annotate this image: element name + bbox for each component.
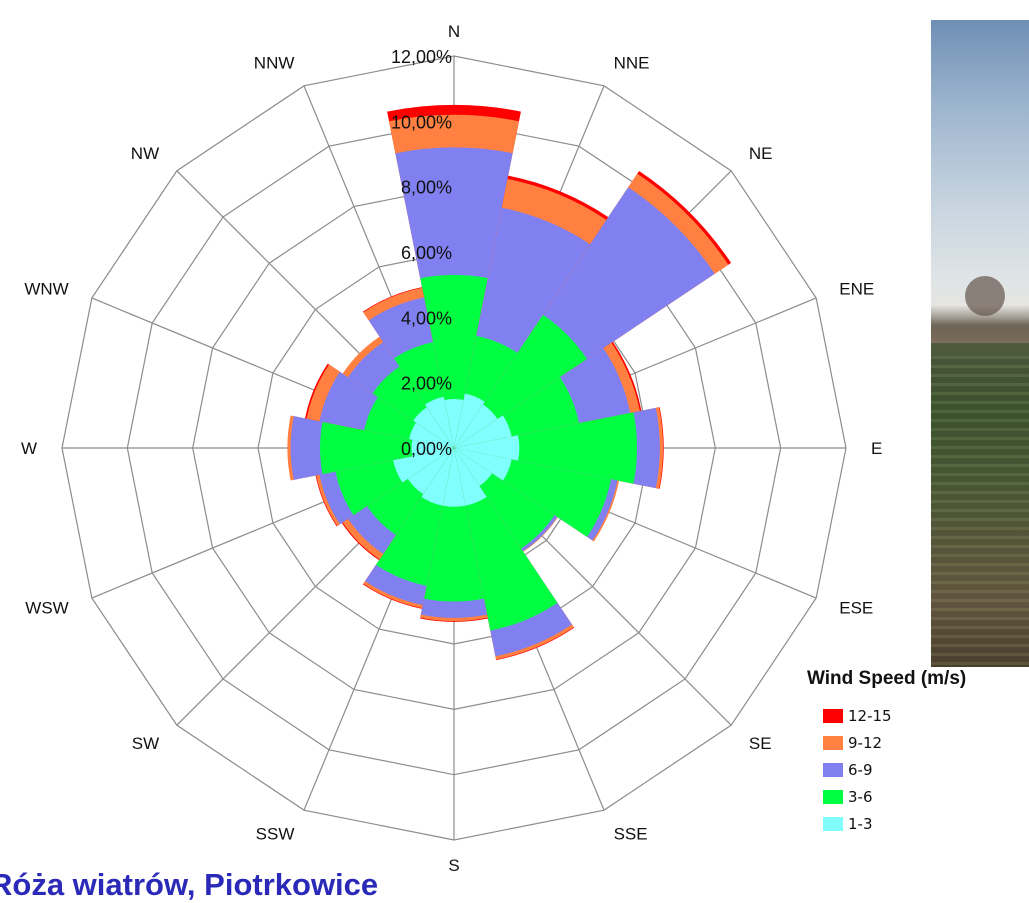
direction-label-w: W bbox=[21, 439, 37, 458]
petal-sse-1-3 bbox=[454, 448, 487, 506]
direction-label-wsw: WSW bbox=[25, 599, 68, 618]
legend-swatch bbox=[823, 816, 843, 831]
petal-wnw-1-3 bbox=[409, 422, 454, 448]
radial-tick-label: 0,00% bbox=[401, 439, 452, 459]
direction-label-ese: ESE bbox=[839, 599, 873, 618]
radial-tick-label: 10,00% bbox=[391, 112, 452, 132]
legend-swatch bbox=[823, 789, 843, 804]
petal-ssw-1-3 bbox=[421, 448, 454, 506]
legend-label: 6-9 bbox=[848, 760, 873, 779]
footer-title: Róża wiatrów, Piotrkowice bbox=[0, 867, 379, 902]
legend-item-1-3: 1-3 bbox=[823, 810, 1029, 837]
radial-tick-label: 12,00% bbox=[391, 47, 452, 67]
direction-label-sw: SW bbox=[132, 734, 159, 753]
petal-ne-1-3 bbox=[454, 404, 498, 448]
legend-item-6-9: 6-9 bbox=[823, 756, 1029, 783]
petal-w-1-3 bbox=[411, 439, 454, 457]
petal-sw-1-3 bbox=[407, 448, 454, 495]
legend-label: 12-15 bbox=[848, 706, 892, 725]
legend-swatch bbox=[823, 762, 843, 777]
legend-label: 9-12 bbox=[848, 733, 883, 752]
petal-s-1-3 bbox=[442, 448, 466, 507]
direction-label-e: E bbox=[871, 439, 882, 458]
radial-tick-labels: 0,00% 2,00% 4,00% 6,00% 8,00% 10,00% 12,00% bbox=[391, 47, 452, 459]
direction-label-s: S bbox=[448, 856, 459, 875]
radial-tick-label: 4,00% bbox=[401, 308, 452, 328]
legend-item-3-6: 3-6 bbox=[823, 783, 1029, 810]
petal-n-1-3 bbox=[444, 399, 464, 448]
petal-ene-1-3 bbox=[454, 415, 512, 448]
legend-swatch bbox=[823, 735, 843, 750]
legend-item-12-15: 12-15 bbox=[823, 702, 1029, 729]
direction-labels: N NNE NE ENE E ESE SE SSE S SSW SW WSW W WNW NW NNW bbox=[21, 22, 882, 875]
petal-n-3-6 bbox=[420, 274, 488, 448]
petal-s-3-6 bbox=[424, 448, 484, 602]
radial-tick-label: 6,00% bbox=[401, 243, 452, 263]
petal-nnw-1-3 bbox=[424, 396, 454, 448]
petal-e-3-6 bbox=[454, 412, 637, 484]
direction-label-sse: SSE bbox=[614, 824, 648, 843]
legend-swatch bbox=[823, 708, 843, 723]
petal-ese-1-3 bbox=[454, 448, 512, 481]
wind-rose-chart: N NNE NE ENE E ESE SE SSE S SSW SW WSW W WNW NW NNW 0,0… bbox=[21, 22, 882, 875]
direction-label-ne: NE bbox=[749, 144, 773, 163]
direction-label-se: SE bbox=[749, 734, 772, 753]
petal-w-3-6 bbox=[320, 421, 454, 475]
crop-rows bbox=[931, 356, 1029, 667]
direction-label-ene: ENE bbox=[839, 279, 874, 298]
legend-label: 3-6 bbox=[848, 787, 873, 806]
field-landscape-photo bbox=[931, 20, 1029, 667]
petal-nw-1-3 bbox=[413, 407, 454, 448]
radial-tick-label: 8,00% bbox=[401, 178, 452, 198]
direction-label-wnw: WNW bbox=[24, 279, 68, 298]
wind-rose-petals bbox=[287, 105, 732, 661]
direction-label-n: N bbox=[448, 22, 460, 41]
direction-label-nne: NNE bbox=[614, 54, 650, 73]
direction-label-nnw: NNW bbox=[254, 54, 295, 73]
petal-nne-1-3 bbox=[454, 393, 485, 448]
petal-e-1-3 bbox=[454, 435, 520, 461]
legend-label: 1-3 bbox=[848, 814, 873, 833]
petal-se-1-3 bbox=[454, 448, 493, 487]
chart-legend: Wind Speed (m/s) 12-15 9-12 6-9 3-6 1-3 bbox=[805, 668, 1029, 837]
radial-tick-label: 2,00% bbox=[401, 374, 452, 394]
direction-label-nw: NW bbox=[131, 144, 159, 163]
legend-item-9-12: 9-12 bbox=[823, 729, 1029, 756]
direction-label-ssw: SSW bbox=[256, 824, 295, 843]
petal-wsw-1-3 bbox=[393, 448, 454, 483]
treeline bbox=[931, 304, 1029, 344]
legend-title: Wind Speed (m/s) bbox=[807, 668, 967, 689]
